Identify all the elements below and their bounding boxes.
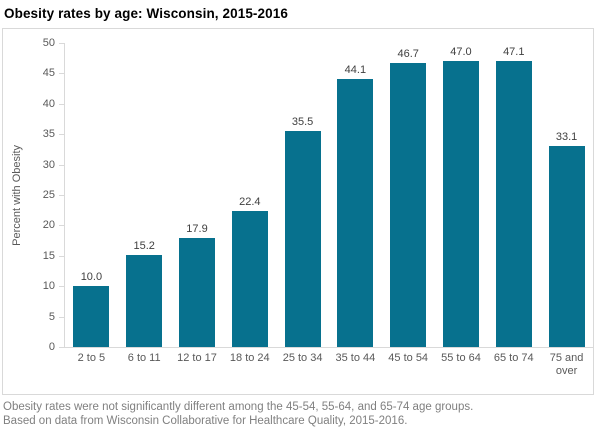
y-tick-mark [59, 43, 64, 44]
y-tick-label: 5 [48, 310, 55, 323]
bar-value-label: 17.9 [186, 223, 208, 236]
y-tick-mark [59, 195, 64, 196]
x-tick-label: 2 to 5 [77, 352, 106, 364]
y-tick-mark [59, 164, 64, 166]
plot-area [64, 43, 593, 348]
y-axis-tick-labels: 0 5 10 15 20 25 30 35 40 45 50 [3, 37, 55, 353]
x-tick-label: 35 to 44 [335, 352, 376, 364]
y-tick-label: 10 [42, 280, 55, 293]
x-tick-label: 6 to 11 [127, 352, 161, 364]
y-tick-mark [59, 286, 64, 288]
x-tick-label: 65 to 74 [493, 352, 534, 364]
bar-value-label: 46.7 [397, 48, 419, 61]
y-tick-label: 20 [42, 219, 55, 232]
bar-value-label: 10.0 [80, 271, 103, 284]
bar [442, 61, 479, 347]
bar [495, 60, 532, 347]
y-tick-mark [59, 73, 64, 75]
bar [548, 145, 585, 347]
bar [73, 286, 110, 347]
y-tick-mark [59, 103, 64, 105]
chart-title: Obesity rates by age: Wisconsin, 2015-20… [4, 6, 288, 21]
bar [126, 254, 163, 347]
bar-value-label: 47.1 [503, 45, 525, 58]
x-tick-label: 12 to 17 [177, 352, 217, 364]
bar-group: 47.0 [435, 43, 488, 347]
y-tick-label: 35 [42, 128, 55, 141]
x-tick-label: 45 to 54 [388, 352, 429, 364]
y-tick-label: 50 [42, 37, 55, 49]
x-tick-label: 18 to 24 [229, 352, 270, 364]
y-tick-label: 45 [42, 67, 55, 80]
bar-group: 22.4 [223, 43, 276, 347]
bar-group: 44.1 [329, 43, 382, 347]
y-tick-mark [59, 225, 64, 227]
bar-group: 33.1 [540, 43, 593, 347]
bar-group: 10.0 [65, 43, 118, 347]
bar [337, 78, 374, 347]
bar-group: 46.7 [382, 43, 435, 347]
y-tick-label: 25 [42, 189, 55, 201]
bar-value-label: 33.1 [555, 130, 578, 143]
bar-group: 47.1 [487, 43, 540, 347]
bar-value-label: 47.0 [450, 46, 472, 59]
y-tick-label: 40 [42, 97, 55, 110]
footnotes: Obesity rates were not significantly dif… [3, 400, 597, 428]
x-tick-label: 25 to 34 [282, 352, 323, 364]
footnote-line-2: Based on data from Wisconsin Collaborati… [3, 415, 408, 427]
bar-value-label: 44.1 [344, 63, 367, 76]
bar [284, 131, 321, 347]
bars-row: 10.0 15.2 17.9 22.4 35.5 44.1 46.7 47.0 47.1 33.1 [65, 43, 593, 347]
x-tick-label: 55 to 64 [441, 352, 481, 364]
bar [390, 63, 427, 347]
bar-group: 15.2 [118, 43, 171, 347]
y-tick-mark [59, 255, 64, 257]
bar-value-label: 22.4 [239, 195, 261, 208]
x-axis-tick-labels: 2 to 5 6 to 11 12 to 17 18 to 24 25 to 34 35 … [65, 352, 593, 378]
bar-group: 17.9 [171, 43, 224, 347]
y-tick-mark [59, 347, 64, 348]
x-tick-label: 75 and over [549, 352, 584, 377]
bar-value-label: 15.2 [133, 239, 155, 252]
y-tick-mark [59, 316, 64, 318]
y-tick-mark [59, 134, 64, 136]
y-tick-label: 30 [42, 158, 55, 171]
bar-group: 35.5 [276, 43, 329, 347]
bar [178, 238, 215, 347]
y-tick-label: 0 [48, 341, 55, 353]
chart-frame: Percent with Obesity 0 5 10 15 20 25 30 35 40 45 5… [2, 28, 594, 395]
bar-value-label: 35.5 [291, 116, 314, 129]
bar [231, 210, 268, 347]
footnote-line-1: Obesity rates were not significantly dif… [3, 401, 474, 413]
y-tick-label: 15 [42, 249, 55, 262]
